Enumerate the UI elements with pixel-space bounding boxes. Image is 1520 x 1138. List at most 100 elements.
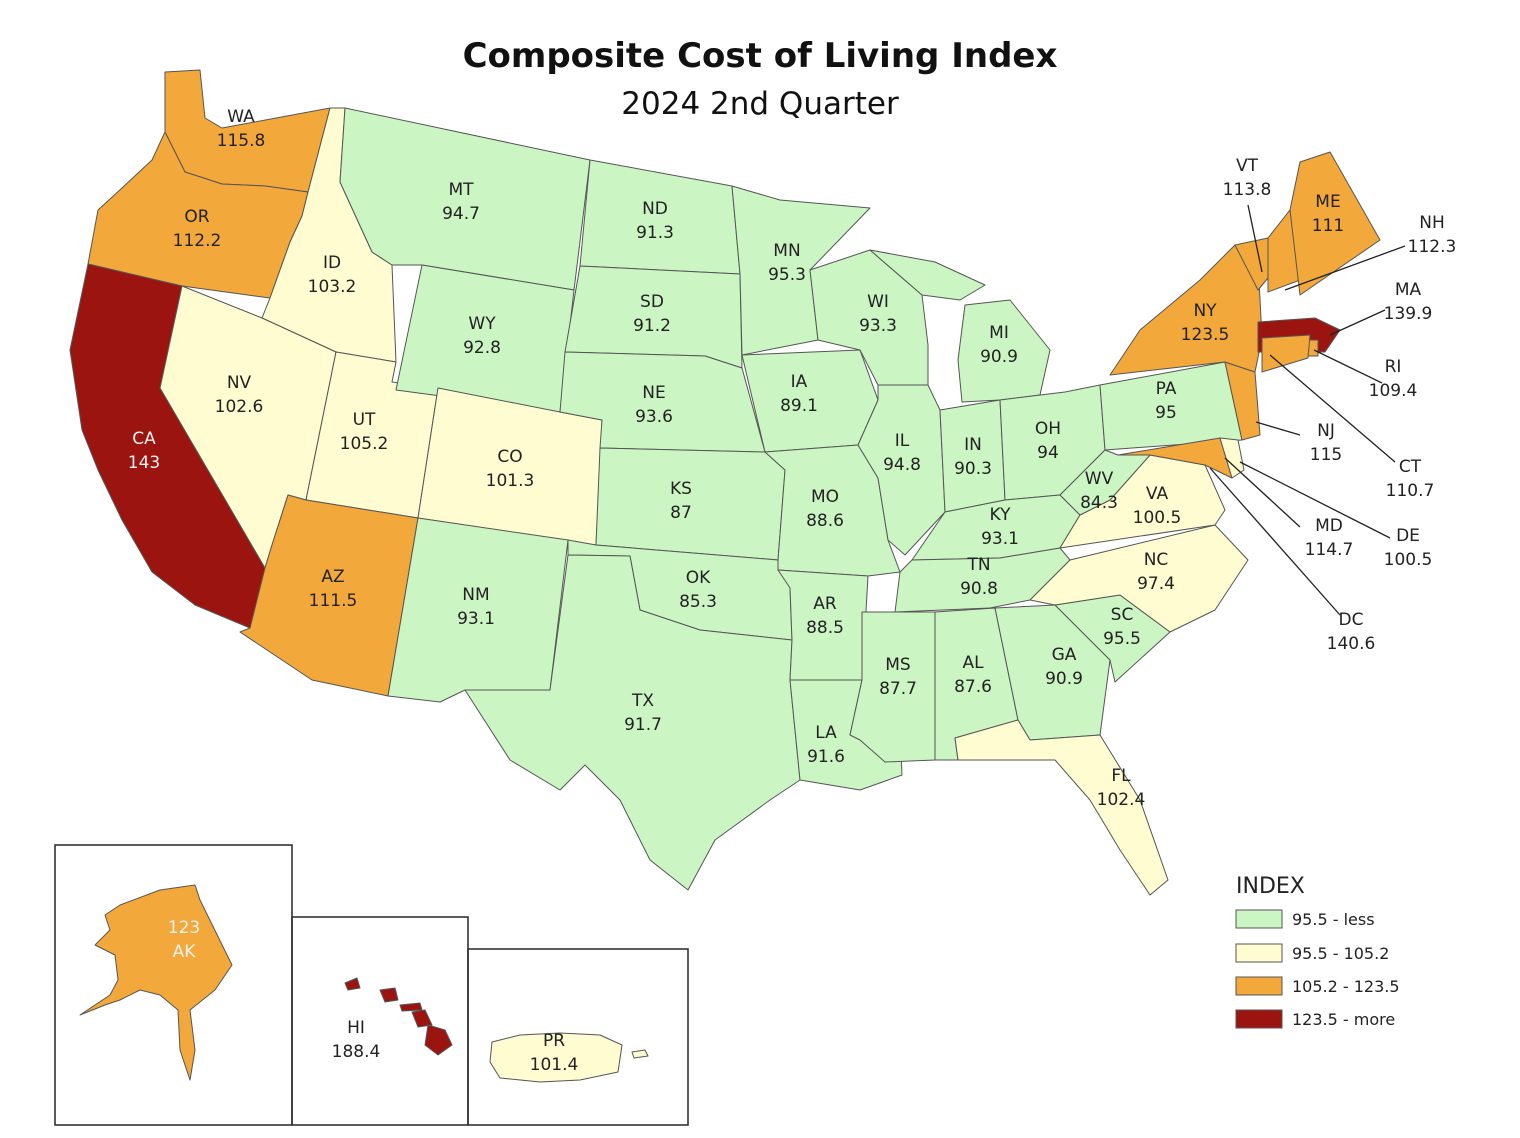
state-value-IN: 90.3 bbox=[954, 459, 992, 479]
legend-label-low: 95.5 - less bbox=[1292, 910, 1375, 929]
state-value-OH: 94 bbox=[1037, 443, 1059, 463]
state-abbr-HI: HI bbox=[347, 1018, 365, 1038]
state-value-OR: 112.2 bbox=[173, 231, 222, 251]
legend-swatch-top bbox=[1235, 1009, 1283, 1029]
state-abbr-AR: AR bbox=[813, 594, 837, 614]
state-value-CA: 143 bbox=[128, 453, 160, 473]
state-value-HI: 188.4 bbox=[332, 1042, 381, 1062]
state-value-TX: 91.7 bbox=[624, 715, 662, 735]
hawaii-island-molokai bbox=[399, 1002, 423, 1012]
state-abbr-DE: DE bbox=[1396, 526, 1420, 546]
state-abbr-MS: MS bbox=[885, 655, 910, 675]
state-value-FL: 102.4 bbox=[1097, 790, 1146, 810]
leader-lines bbox=[1209, 204, 1406, 616]
state-abbr-IA: IA bbox=[791, 372, 808, 392]
state-MT bbox=[339, 107, 591, 291]
state-value-AL: 87.6 bbox=[954, 677, 992, 697]
legend-swatch-high bbox=[1235, 976, 1283, 996]
inset-puerto-rico-frame bbox=[467, 948, 689, 1126]
state-abbr-RI: RI bbox=[1385, 357, 1402, 377]
state-value-WY: 92.8 bbox=[463, 338, 501, 358]
legend: INDEX 95.5 - less 95.5 - 105.2 105.2 - 1… bbox=[1235, 874, 1400, 1029]
state-HI bbox=[344, 977, 453, 1056]
state-value-UT: 105.2 bbox=[340, 434, 389, 454]
map-subtitle: 2024 2nd Quarter bbox=[621, 86, 899, 122]
leader-NJ bbox=[1255, 421, 1301, 436]
state-value-MS: 87.7 bbox=[879, 679, 917, 699]
state-CT bbox=[1261, 334, 1311, 373]
state-value-OK: 85.3 bbox=[679, 592, 717, 612]
state-value-NC: 97.4 bbox=[1137, 574, 1175, 594]
state-abbr-AZ: AZ bbox=[321, 567, 344, 587]
legend-item: 105.2 - 123.5 bbox=[1235, 976, 1400, 996]
state-abbr-LA: LA bbox=[815, 723, 837, 743]
state-abbr-NC: NC bbox=[1144, 550, 1169, 570]
legend-label-top: 123.5 - more bbox=[1292, 1010, 1395, 1029]
state-abbr-ID: ID bbox=[323, 253, 341, 273]
state-MI-upper bbox=[869, 249, 986, 301]
state-value-PR: 101.4 bbox=[530, 1055, 579, 1075]
state-AK bbox=[79, 884, 233, 1081]
state-abbr-VA: VA bbox=[1146, 484, 1169, 504]
state-value-MN: 95.3 bbox=[768, 265, 806, 285]
state-abbr-MO: MO bbox=[811, 487, 839, 507]
state-value-NM: 93.1 bbox=[457, 609, 495, 629]
state-abbr-NV: NV bbox=[227, 373, 252, 393]
state-PR bbox=[489, 1032, 623, 1083]
state-value-DC: 140.6 bbox=[1327, 634, 1376, 654]
state-abbr-WI: WI bbox=[867, 292, 889, 312]
state-value-KY: 93.1 bbox=[981, 529, 1019, 549]
leader-VT bbox=[1247, 204, 1263, 273]
state-abbr-PR: PR bbox=[543, 1031, 565, 1051]
state-abbr-ND: ND bbox=[642, 199, 668, 219]
state-abbr-DC: DC bbox=[1339, 610, 1364, 630]
state-value-GA: 90.9 bbox=[1045, 669, 1083, 689]
state-value-CO: 101.3 bbox=[486, 471, 535, 491]
leader-MD bbox=[1224, 457, 1301, 528]
state-value-IL: 94.8 bbox=[883, 455, 921, 475]
state-abbr-PA: PA bbox=[1156, 379, 1177, 399]
state-value-DE: 100.5 bbox=[1384, 550, 1433, 570]
state-value-CT: 110.7 bbox=[1386, 481, 1435, 501]
state-abbr-VT: VT bbox=[1236, 156, 1259, 176]
state-abbr-NM: NM bbox=[462, 585, 489, 605]
state-value-ND: 91.3 bbox=[636, 223, 674, 243]
state-value-SD: 91.2 bbox=[633, 316, 671, 336]
state-abbr-MI: MI bbox=[989, 323, 1009, 343]
state-abbr-WV: WV bbox=[1085, 469, 1114, 489]
state-abbr-CA: CA bbox=[132, 429, 156, 449]
state-value-SC: 95.5 bbox=[1103, 629, 1141, 649]
state-value-IA: 89.1 bbox=[780, 396, 818, 416]
state-abbr-NJ: NJ bbox=[1317, 421, 1335, 441]
state-value-MT: 94.7 bbox=[442, 204, 480, 224]
map-title: Composite Cost of Living Index bbox=[462, 36, 1058, 76]
state-value-MI: 90.9 bbox=[980, 347, 1018, 367]
state-abbr-NE: NE bbox=[642, 383, 665, 403]
state-abbr-TX: TX bbox=[631, 691, 654, 711]
state-value-MD: 114.7 bbox=[1305, 540, 1354, 560]
state-value-AR: 88.5 bbox=[806, 618, 844, 638]
state-value-NJ: 115 bbox=[1310, 445, 1342, 465]
state-abbr-MA: MA bbox=[1395, 280, 1422, 300]
hawaii-island-maui bbox=[411, 1009, 433, 1028]
state-abbr-IN: IN bbox=[964, 435, 982, 455]
state-abbr-SC: SC bbox=[1111, 605, 1134, 625]
state-value-TN: 90.8 bbox=[960, 579, 998, 599]
state-abbr-WY: WY bbox=[468, 314, 496, 334]
state-value-KS: 87 bbox=[670, 503, 692, 523]
state-value-WV: 84.3 bbox=[1080, 493, 1118, 513]
state-abbr-AK: AK bbox=[173, 942, 197, 962]
state-value-PA: 95 bbox=[1155, 403, 1177, 423]
state-abbr-MT: MT bbox=[448, 180, 474, 200]
state-value-ID: 103.2 bbox=[308, 277, 357, 297]
state-value-VA: 100.5 bbox=[1133, 508, 1182, 528]
state-abbr-OK: OK bbox=[686, 568, 711, 588]
state-value-ME: 111 bbox=[1312, 216, 1344, 236]
state-value-WA: 115.8 bbox=[217, 131, 266, 151]
state-abbr-IL: IL bbox=[895, 431, 910, 451]
leader-DC bbox=[1209, 467, 1341, 616]
state-abbr-MD: MD bbox=[1315, 516, 1343, 536]
state-value-MO: 88.6 bbox=[806, 511, 844, 531]
leader-DE bbox=[1239, 461, 1391, 539]
state-abbr-GA: GA bbox=[1052, 645, 1077, 665]
